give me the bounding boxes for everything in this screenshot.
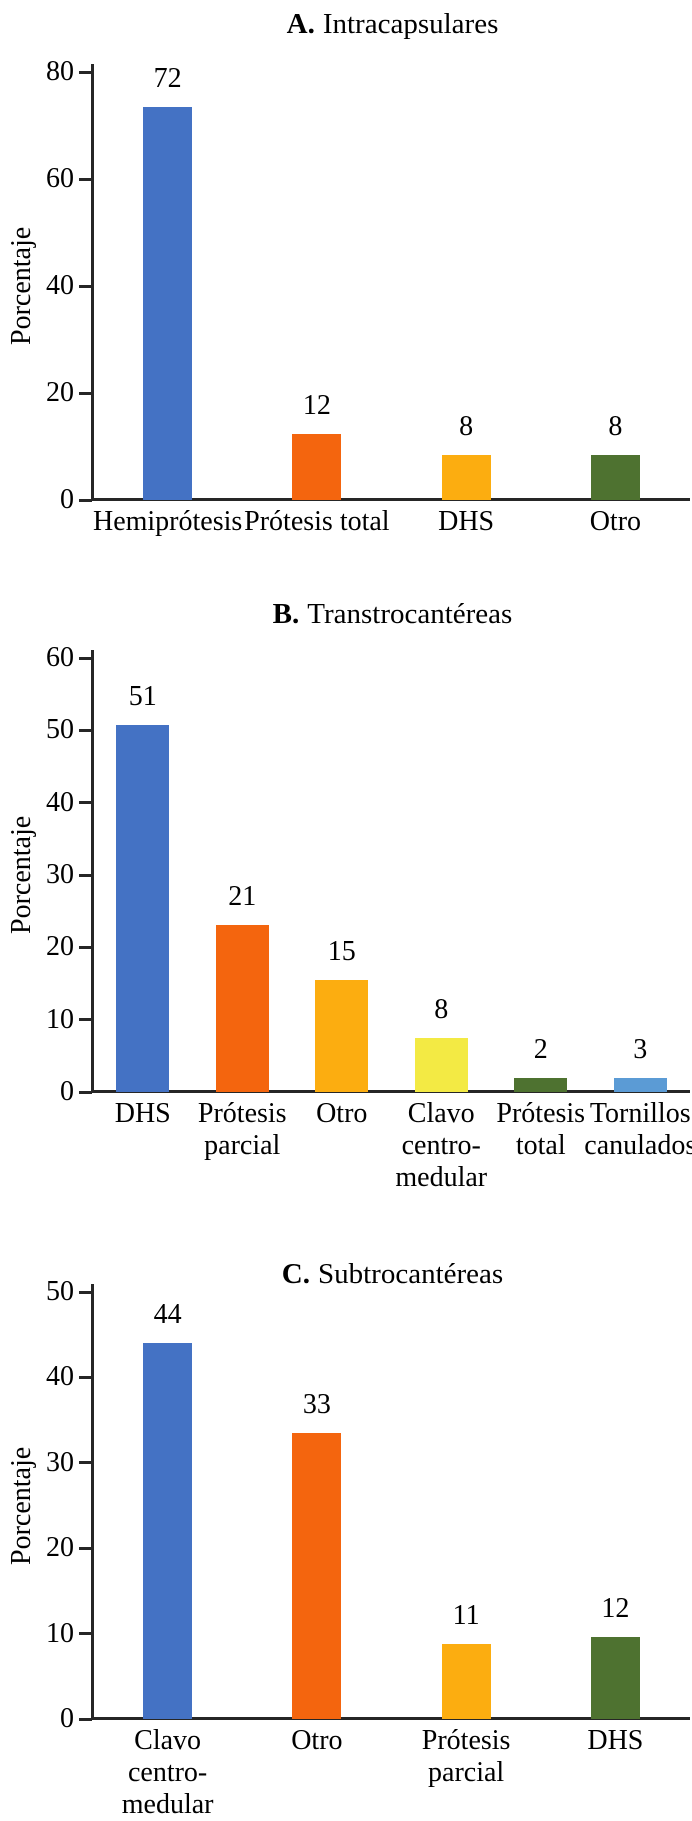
chart-panel-intracapsulares: A. Intracapsulares Porcentaje 0 20 40 60 80 72… xyxy=(0,0,692,558)
y-tick xyxy=(79,70,92,74)
y-tick xyxy=(79,284,92,288)
bar-value-label: 72 xyxy=(153,62,182,94)
category-label: Clavo centro- medular xyxy=(395,1098,488,1193)
category-label: DHS xyxy=(114,1098,171,1129)
chart-title-text: Transtrocantéreas xyxy=(307,598,513,630)
y-tick xyxy=(79,1632,92,1636)
bar xyxy=(116,724,170,1092)
chart-title: B. Transtrocantéreas xyxy=(93,596,692,632)
y-tick xyxy=(79,1018,92,1022)
x-axis-line xyxy=(91,1717,690,1720)
y-tick-label: 40 xyxy=(46,270,74,301)
bar xyxy=(514,1077,568,1092)
bar xyxy=(315,979,369,1092)
bar xyxy=(292,1432,342,1719)
y-tick xyxy=(79,1461,92,1465)
bar xyxy=(590,454,640,500)
bar-value-label: 15 xyxy=(327,935,356,967)
category-label: Prótesis parcial xyxy=(197,1098,287,1161)
y-tick-label: 60 xyxy=(46,642,74,673)
y-tick-label: 0 xyxy=(60,1076,74,1107)
bar xyxy=(143,106,193,500)
y-tick-label: 50 xyxy=(46,714,74,746)
y-axis-line xyxy=(91,1284,94,1720)
bar xyxy=(143,1343,193,1719)
category-label: Prótesis parcial xyxy=(421,1725,511,1788)
y-tick xyxy=(79,1717,92,1721)
y-tick-label: 20 xyxy=(46,931,74,963)
y-tick-label: 60 xyxy=(46,163,74,194)
y-tick-label: 20 xyxy=(46,1532,74,1564)
chart-panel-subtrocantereas: C. Subtrocantéreas Porcentaje 0 10 20 30 40 50… xyxy=(0,1238,692,1820)
category-label: Otro xyxy=(291,1725,343,1756)
x-axis-line xyxy=(91,498,690,501)
y-axis-line xyxy=(91,64,94,501)
y-axis-label: Porcentaje xyxy=(6,1446,37,1565)
y-tick-label: 30 xyxy=(46,859,74,890)
chart-title: C. Subtrocantéreas xyxy=(93,1256,692,1292)
bar-value-label: 8 xyxy=(608,410,623,442)
y-tick xyxy=(79,1090,92,1094)
y-tick xyxy=(79,945,92,949)
y-tick xyxy=(79,177,92,181)
y-tick-label: 10 xyxy=(46,1617,74,1649)
bar xyxy=(613,1077,667,1092)
bar xyxy=(215,924,269,1092)
category-label: DHS xyxy=(438,506,495,537)
bar-value-label: 12 xyxy=(601,1593,630,1625)
bar-value-label: 44 xyxy=(153,1299,182,1331)
y-tick-label: 20 xyxy=(46,377,74,408)
y-tick xyxy=(79,801,92,805)
y-tick-label: 40 xyxy=(46,786,74,818)
bar xyxy=(292,433,342,500)
x-axis-line xyxy=(91,1090,690,1093)
y-tick xyxy=(79,728,92,732)
chart-title-text: Subtrocantéreas xyxy=(318,1258,504,1290)
y-tick xyxy=(79,1290,92,1294)
chart-title-letter: C. xyxy=(281,1258,310,1290)
chart-title: A. Intracapsulares xyxy=(93,6,692,42)
y-tick xyxy=(79,1375,92,1379)
bar-value-label: 21 xyxy=(228,880,257,912)
bar xyxy=(441,454,491,500)
bar-value-label: 2 xyxy=(533,1033,548,1065)
chart-title-letter: B. xyxy=(272,598,300,630)
chart-panel-transtrocantereas: B. Transtrocantéreas Porcentaje 0 10 20 30 40… xyxy=(0,558,692,1238)
y-tick xyxy=(79,873,92,877)
y-tick-label: 50 xyxy=(46,1276,74,1307)
y-tick-label: 0 xyxy=(60,1703,74,1734)
bar-value-label: 3 xyxy=(633,1033,648,1065)
bar-value-label: 11 xyxy=(452,1599,480,1631)
category-label: Hemiprótesis xyxy=(92,506,243,537)
bar-value-label: 8 xyxy=(434,993,449,1025)
bar-value-label: 51 xyxy=(128,680,157,712)
bar-value-label: 12 xyxy=(302,389,331,421)
y-tick-label: 0 xyxy=(60,484,74,515)
y-tick xyxy=(79,498,92,502)
category-label: DHS xyxy=(587,1725,644,1756)
y-tick xyxy=(79,1546,92,1550)
y-tick-label: 80 xyxy=(46,56,74,87)
bar-value-label: 33 xyxy=(302,1388,331,1420)
y-tick-label: 40 xyxy=(46,1361,74,1393)
bar xyxy=(441,1643,491,1719)
category-label: Prótesis total xyxy=(244,506,390,537)
bar xyxy=(590,1637,640,1719)
y-tick-label: 30 xyxy=(46,1446,74,1478)
category-label: Otro xyxy=(589,506,642,537)
category-label: Otro xyxy=(316,1098,368,1129)
chart-title-text: Intracapsulares xyxy=(322,8,499,40)
y-tick-label: 10 xyxy=(46,1003,74,1035)
chart-title-letter: A. xyxy=(286,8,315,40)
bar-value-label: 8 xyxy=(459,410,474,442)
y-tick xyxy=(79,656,92,660)
bar xyxy=(414,1037,468,1092)
category-label: Tornillos canulados xyxy=(584,1098,692,1161)
y-tick xyxy=(79,391,92,395)
category-label: Prótesis total xyxy=(496,1098,586,1161)
y-axis-line xyxy=(91,650,94,1093)
